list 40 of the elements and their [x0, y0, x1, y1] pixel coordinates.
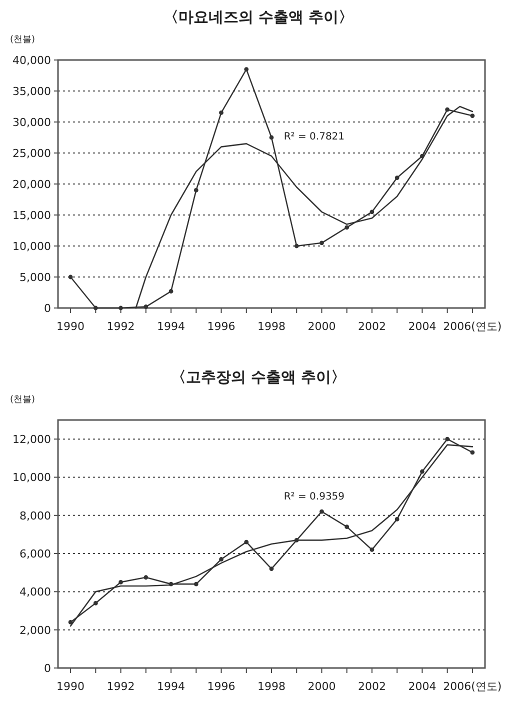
x-tick-label: 2004 [408, 680, 436, 693]
y-axis-title: (천불) [10, 35, 36, 45]
y-tick-label: 0 [44, 662, 51, 675]
y-tick-label: 12,000 [12, 433, 51, 446]
x-tick-label: 1994 [157, 680, 186, 693]
x-tick-label: 2002 [358, 320, 386, 333]
x-tick-label: 1996 [207, 320, 236, 333]
y-tick-label: 40,000 [12, 54, 51, 67]
y-tick-label: 30,000 [12, 116, 51, 129]
x-tick-label: 1990 [56, 680, 85, 693]
x-tick-label: 1996 [207, 680, 236, 693]
x-tick-label: 1998 [258, 680, 286, 693]
y-tick-label: 35,000 [12, 85, 51, 98]
x-tick-label: 2006(연도) [443, 680, 502, 693]
y-tick-label: 4,000 [20, 586, 51, 599]
y-tick-label: 0 [44, 302, 51, 315]
y-tick-label: 15,000 [12, 209, 51, 222]
y-tick-label: 6,000 [20, 548, 51, 561]
annotation: R² = 0.7821 [284, 131, 345, 142]
y-tick-label: 5,000 [20, 271, 51, 284]
y-tick-label: 25,000 [12, 147, 51, 160]
annotation: R² = 0.9359 [284, 491, 345, 502]
y-tick-label: 20,000 [12, 178, 51, 191]
x-tick-label: 1990 [56, 320, 85, 333]
chart-title: 〈마요네즈의 수출액 추이〉 [163, 8, 354, 26]
chart-title: 〈고추장의 수출액 추이〉 [170, 368, 346, 386]
y-tick-label: 10,000 [12, 240, 51, 253]
x-tick-label: 1992 [106, 680, 135, 693]
x-tick-label: 2006(연도) [443, 320, 502, 333]
y-axis-title: (천불) [10, 395, 36, 405]
y-tick-label: 8,000 [20, 509, 51, 522]
x-tick-label: 1994 [157, 320, 186, 333]
x-tick-label: 2004 [408, 320, 436, 333]
x-tick-label: 2002 [358, 680, 386, 693]
x-tick-label: 2000 [308, 680, 336, 693]
y-tick-label: 2,000 [20, 624, 51, 637]
x-tick-label: 2000 [308, 320, 336, 333]
x-tick-label: 1998 [258, 320, 286, 333]
y-tick-label: 10,000 [12, 471, 51, 484]
x-tick-label: 1992 [106, 320, 135, 333]
